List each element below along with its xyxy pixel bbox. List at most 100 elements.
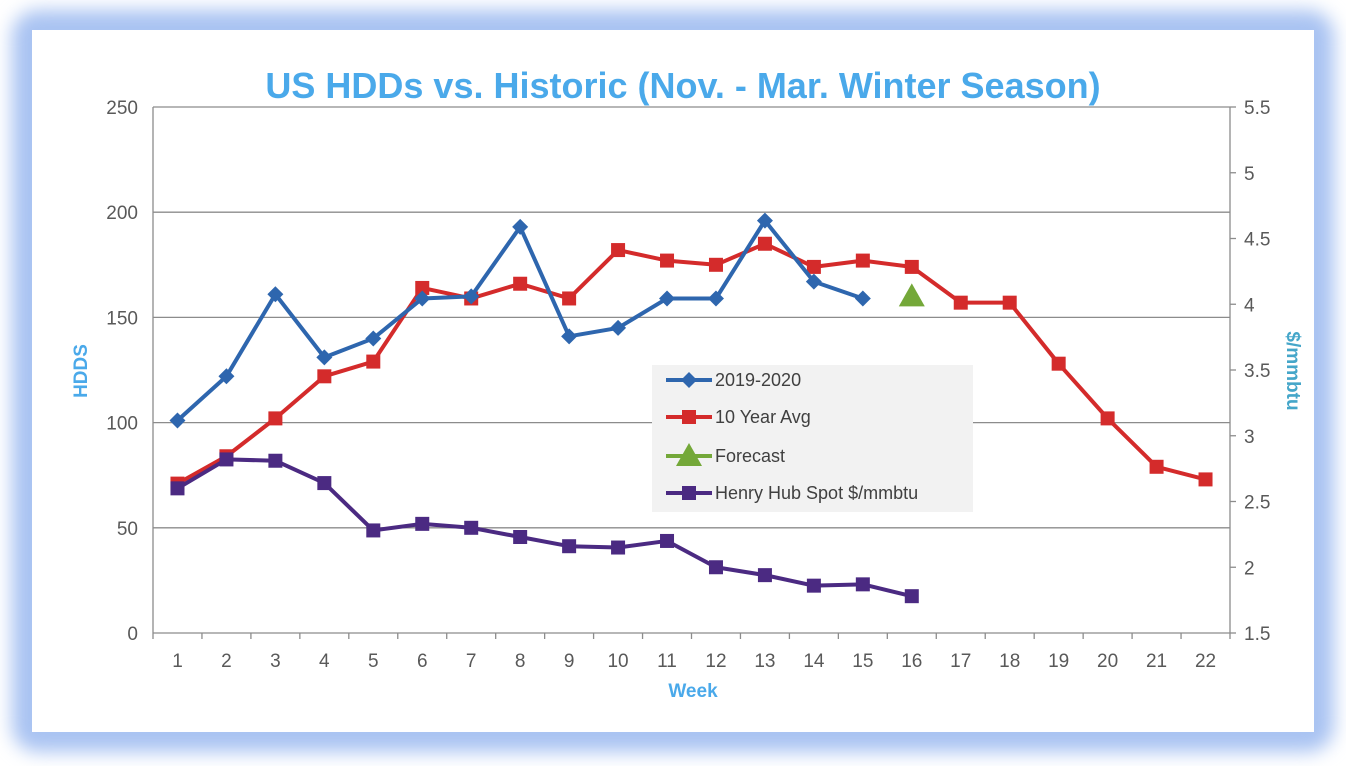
chart-title: US HDDs vs. Historic (Nov. - Mar. Winter… — [265, 65, 1100, 106]
data-point — [610, 319, 627, 336]
series-layer — [169, 212, 1213, 604]
data-point — [1149, 459, 1164, 474]
data-point — [268, 411, 283, 426]
legend-label: Forecast — [715, 446, 785, 466]
x-tick-label: 7 — [466, 651, 477, 672]
legend-item: 10 Year Avg — [666, 407, 811, 427]
y2-tick-label: 5.5 — [1244, 98, 1270, 119]
x-tick-label: 6 — [417, 651, 428, 672]
x-tick-label: 15 — [852, 651, 873, 672]
data-point — [659, 290, 676, 307]
data-point — [756, 212, 773, 229]
y-tick-label: 200 — [106, 203, 138, 224]
data-point — [366, 354, 381, 369]
y2-tick-label: 1.5 — [1244, 624, 1270, 645]
left-axis-ticks: 0 50 100 150 200 250 — [106, 98, 138, 645]
data-point — [169, 412, 186, 429]
x-tick-label: 17 — [950, 651, 971, 672]
data-point — [316, 349, 333, 366]
data-point — [904, 259, 919, 274]
legend-box — [652, 365, 973, 512]
data-point — [1051, 356, 1066, 371]
x-tick-label: 8 — [515, 651, 526, 672]
data-point — [805, 273, 822, 290]
series-line — [176, 241, 1207, 486]
data-point — [463, 288, 480, 305]
data-point — [366, 523, 381, 538]
data-point — [170, 481, 185, 496]
data-point — [415, 280, 430, 295]
data-point — [898, 283, 925, 307]
data-point — [707, 290, 724, 307]
data-point — [855, 253, 870, 268]
series-line — [176, 457, 913, 599]
right-axis-ticks: 1.5 2 2.5 3 3.5 4 4.5 5 5.5 — [1230, 98, 1270, 645]
legend-label: Henry Hub Spot $/mmbtu — [715, 483, 918, 503]
y-tick-label: 150 — [106, 308, 138, 329]
legend-item: Forecast — [666, 443, 785, 466]
legend-label: 2019-2020 — [715, 370, 801, 390]
series-forecast — [898, 283, 925, 307]
y2-axis-title: $/mmbtu — [1282, 331, 1303, 410]
y2-tick-label: 2 — [1244, 558, 1255, 579]
y2-tick-label: 3.5 — [1244, 361, 1270, 382]
x-tick-label: 16 — [901, 651, 922, 672]
data-point — [611, 540, 626, 555]
data-point — [219, 452, 234, 467]
data-point — [682, 410, 696, 424]
data-point — [414, 290, 431, 307]
legend: 2019-2020 10 Year Avg Forecast Henry Hub Sp… — [652, 365, 973, 512]
data-point — [512, 218, 529, 235]
y-tick-label: 0 — [127, 624, 138, 645]
data-point — [757, 236, 772, 251]
series-2019-2020 — [169, 212, 871, 429]
data-point — [682, 486, 696, 500]
x-tick-label: 1 — [172, 651, 183, 672]
data-point — [660, 533, 675, 548]
legend-label: 10 Year Avg — [715, 407, 811, 427]
data-point — [806, 578, 821, 593]
chart-card: US HDDs vs. Historic (Nov. - Mar. Winter… — [32, 30, 1314, 732]
data-point — [562, 291, 577, 306]
data-point — [855, 577, 870, 592]
x-tick-label: 20 — [1097, 651, 1118, 672]
y2-tick-label: 4.5 — [1244, 230, 1270, 251]
y-axis-title: HDDS — [71, 344, 92, 398]
data-point — [218, 368, 235, 385]
data-point — [854, 290, 871, 307]
data-point — [317, 476, 332, 491]
x-tick-label: 4 — [319, 651, 330, 672]
x-tick-label: 19 — [1048, 651, 1069, 672]
data-point — [513, 530, 528, 545]
y-tick-label: 250 — [106, 98, 138, 119]
x-tick-label: 11 — [657, 651, 677, 672]
data-point — [904, 589, 919, 604]
data-point — [660, 253, 675, 268]
data-point — [708, 257, 723, 272]
data-point — [611, 243, 626, 258]
x-tick-label: 14 — [803, 651, 825, 672]
x-tick-label: 18 — [999, 651, 1020, 672]
data-point — [681, 372, 697, 388]
x-axis-title: Week — [668, 681, 718, 702]
data-point — [1100, 411, 1115, 426]
x-tick-label: 10 — [607, 651, 628, 672]
data-point — [1002, 295, 1017, 310]
data-point — [365, 330, 382, 347]
y2-tick-label: 2.5 — [1244, 493, 1270, 514]
data-point — [708, 560, 723, 575]
x-axis-ticks: 1 2 3 4 5 6 7 8 9 10 11 12 13 14 15 16 17 18 19 20 21 22 — [152, 633, 1231, 672]
data-point — [953, 295, 968, 310]
data-point — [415, 516, 430, 531]
x-tick-label: 22 — [1195, 651, 1216, 672]
data-point — [676, 443, 702, 466]
x-tick-label: 12 — [705, 651, 726, 672]
data-point — [562, 539, 577, 554]
y2-tick-label: 5 — [1244, 164, 1255, 185]
data-point — [464, 520, 479, 535]
data-point — [1198, 472, 1213, 487]
legend-item: 2019-2020 — [666, 370, 801, 390]
data-point — [268, 453, 283, 468]
y-tick-label: 100 — [106, 414, 138, 435]
y2-tick-label: 3 — [1244, 427, 1255, 448]
